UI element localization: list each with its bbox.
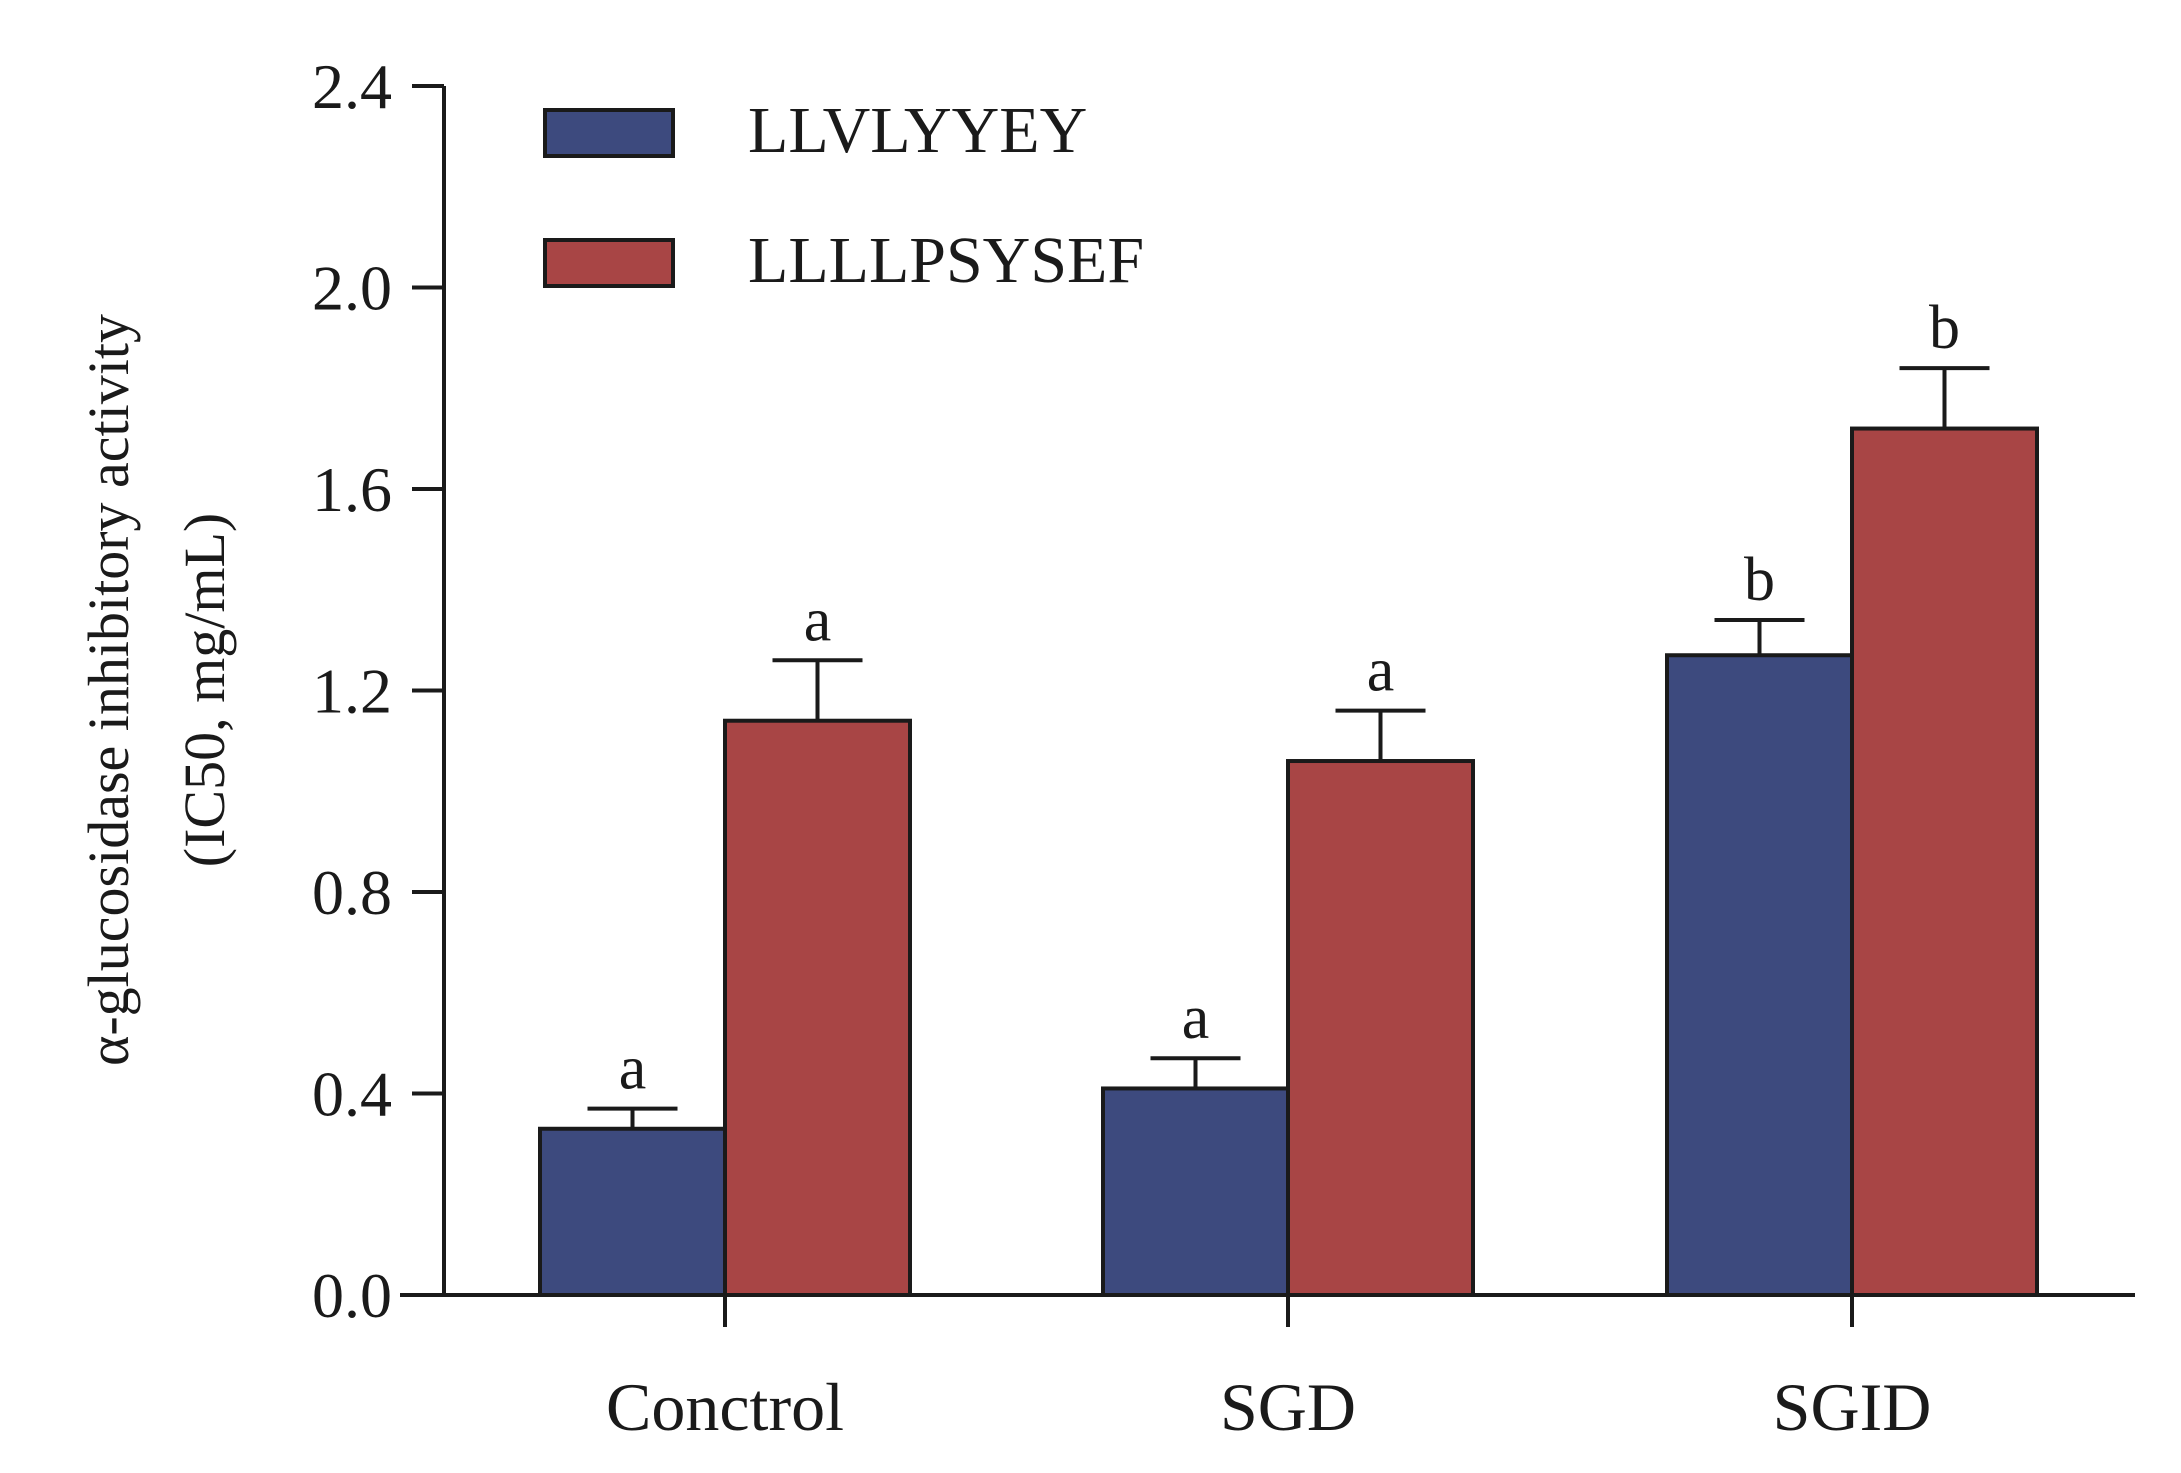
legend: LLVLYYEY LLLLPSYSEF bbox=[543, 94, 1144, 297]
y-tick-label: 2.0 bbox=[312, 253, 392, 324]
y-tick-label: 0.0 bbox=[312, 1260, 392, 1331]
legend-swatch bbox=[543, 238, 675, 288]
bar bbox=[723, 718, 912, 1297]
x-ticks-group: Conctrol SGD SGID bbox=[606, 1295, 1931, 1445]
legend-label: LLLLPSYSEF bbox=[748, 224, 1144, 297]
y-axis-title: α-glucosidase inhibitory activity (IC50,… bbox=[76, 314, 237, 1066]
y-axis-title-line1: α-glucosidase inhibitory activity bbox=[76, 314, 141, 1066]
x-tick-label: SGID bbox=[1773, 1369, 1932, 1445]
bars-group: a a b a a b bbox=[538, 294, 2039, 1298]
y-tick-label: 0.8 bbox=[312, 857, 392, 928]
significance-label: a bbox=[1182, 984, 1210, 1052]
x-tick-label: SGD bbox=[1220, 1369, 1356, 1445]
y-axis-title-line2: (IC50, mg/mL) bbox=[172, 513, 237, 867]
significance-label: b bbox=[1929, 294, 1960, 362]
x-tick-label: Conctrol bbox=[606, 1369, 844, 1445]
bar bbox=[1101, 1086, 1290, 1298]
significance-label: a bbox=[619, 1035, 647, 1103]
bar bbox=[538, 1126, 727, 1297]
y-ticks-group: 0.0 0.4 0.8 1.2 1.6 2.0 2.4 bbox=[312, 51, 444, 1331]
bar bbox=[1850, 426, 2039, 1297]
bar bbox=[1665, 653, 1854, 1297]
y-tick-label: 1.6 bbox=[312, 454, 392, 525]
legend-label: LLVLYYEY bbox=[748, 94, 1087, 167]
bar bbox=[1286, 759, 1475, 1297]
y-tick-label: 1.2 bbox=[312, 656, 392, 727]
y-tick-label: 2.4 bbox=[312, 51, 392, 122]
significance-label: b bbox=[1744, 546, 1775, 614]
significance-label: a bbox=[804, 586, 832, 654]
legend-swatch bbox=[543, 108, 675, 158]
significance-label: a bbox=[1367, 637, 1395, 705]
y-tick-label: 0.4 bbox=[312, 1059, 392, 1130]
